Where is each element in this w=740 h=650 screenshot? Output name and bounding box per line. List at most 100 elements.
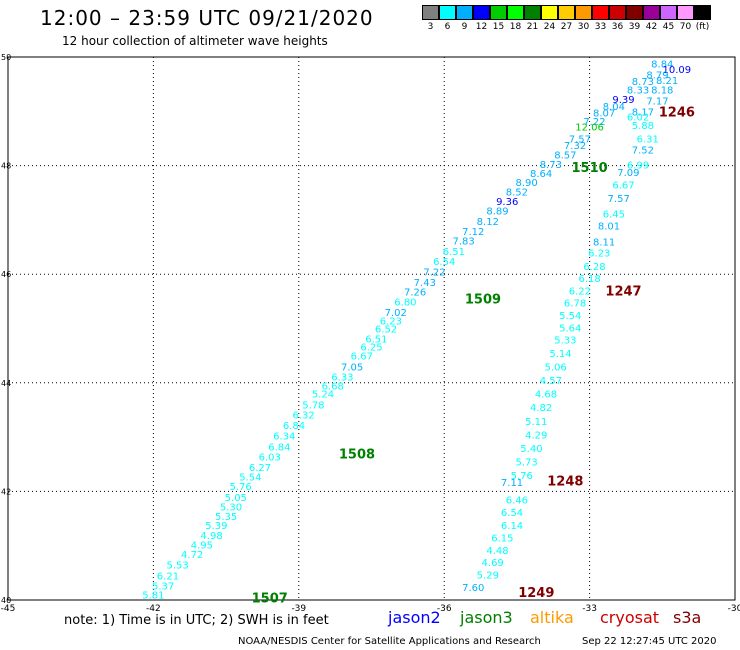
legend-swatch bbox=[694, 5, 711, 20]
legend-swatch bbox=[643, 5, 660, 20]
swh-point: 5.81 bbox=[142, 591, 164, 602]
legend-label: 45 bbox=[662, 22, 675, 32]
y-tick-label: 40 bbox=[1, 596, 11, 605]
x-tick-label: -42 bbox=[146, 604, 161, 614]
pass-number-label: 1246 bbox=[659, 105, 695, 120]
swh-point: 8.73 bbox=[632, 77, 654, 88]
swh-point: 7.09 bbox=[617, 168, 639, 179]
pass-number-label: 1249 bbox=[518, 586, 554, 601]
swh-point: 4.95 bbox=[191, 541, 213, 552]
swh-point: 4.29 bbox=[525, 430, 547, 441]
swh-point: 12.06 bbox=[575, 123, 604, 134]
swh-point: 8.07 bbox=[593, 108, 615, 119]
y-tick-label: 48 bbox=[1, 162, 11, 171]
swh-point: 8.33 bbox=[627, 86, 649, 97]
swh-point: 6.52 bbox=[375, 325, 397, 336]
x-tick-label: -30 bbox=[728, 604, 740, 614]
swh-point: 7.11 bbox=[501, 478, 523, 489]
swh-point: 7.22 bbox=[583, 117, 605, 128]
swh-point: 6.27 bbox=[249, 463, 271, 474]
legend-label: 39 bbox=[628, 22, 641, 32]
swh-point: 6.80 bbox=[394, 297, 416, 308]
legend-label: 9 bbox=[461, 22, 468, 32]
swh-point: 7.83 bbox=[452, 237, 474, 248]
swh-point: 5.73 bbox=[515, 458, 537, 469]
legend-label: 33 bbox=[594, 22, 607, 32]
swh-point: 5.76 bbox=[511, 471, 533, 482]
swh-point: 5.40 bbox=[520, 444, 542, 455]
swh-point: 10.09 bbox=[663, 65, 692, 76]
swh-point: 5.37 bbox=[152, 581, 174, 592]
legend-label: 3 bbox=[427, 22, 434, 32]
swh-point: 4.48 bbox=[486, 546, 508, 557]
swh-point: 8.84 bbox=[651, 60, 673, 71]
legend-jason2: jason2 bbox=[388, 608, 441, 627]
pass-number-label: 1507 bbox=[252, 591, 288, 606]
pass-number-label: 1247 bbox=[605, 284, 641, 299]
x-tick-label: -36 bbox=[437, 604, 452, 614]
legend-swatch bbox=[575, 5, 592, 20]
swh-point: 7.26 bbox=[404, 288, 426, 299]
swh-point: 5.11 bbox=[525, 417, 547, 428]
swh-point: 6.67 bbox=[351, 352, 373, 363]
swh-point: 6.15 bbox=[491, 534, 513, 545]
chart-note: note: 1) Time is in UTC; 2) SWH is in fe… bbox=[64, 613, 329, 628]
swh-point: 5.76 bbox=[230, 482, 252, 493]
legend-cryosat: cryosat bbox=[600, 608, 660, 627]
x-tick-label: -33 bbox=[582, 604, 597, 614]
swh-point: 6.84 bbox=[283, 421, 305, 432]
legend-swatch bbox=[541, 5, 558, 20]
swh-point: 8.89 bbox=[486, 207, 508, 218]
swh-point: 4.98 bbox=[200, 531, 222, 542]
legend-swatch bbox=[660, 5, 677, 20]
swh-point: 8.12 bbox=[477, 217, 499, 228]
swh-point: 6.54 bbox=[433, 257, 455, 268]
swh-point: 7.22 bbox=[423, 267, 445, 278]
swh-point: 8.01 bbox=[598, 221, 620, 232]
swh-point: 7.02 bbox=[385, 308, 407, 319]
swh-point: 6.84 bbox=[268, 442, 290, 453]
swh-point: 5.54 bbox=[559, 311, 581, 322]
swh-point: 6.21 bbox=[157, 572, 179, 583]
swh-point: 8.11 bbox=[593, 238, 615, 249]
swh-point: 5.30 bbox=[220, 503, 242, 514]
pass-number-label: 1248 bbox=[547, 475, 583, 490]
y-tick-label: 46 bbox=[1, 270, 11, 279]
swh-point: 8.64 bbox=[530, 169, 552, 180]
swh-point: 6.14 bbox=[501, 521, 523, 532]
swh-point: 8.90 bbox=[515, 178, 537, 189]
swh-point: 5.78 bbox=[302, 401, 324, 412]
swh-point: 6.51 bbox=[365, 334, 387, 345]
legend-s3a: s3a bbox=[673, 608, 702, 627]
swh-point: 5.39 bbox=[205, 521, 227, 532]
swh-point: 6.45 bbox=[603, 209, 625, 220]
swh-point: 5.53 bbox=[167, 561, 189, 572]
swh-point: 5.54 bbox=[239, 473, 261, 484]
swh-point: 6.34 bbox=[273, 431, 295, 442]
x-tick-label: -45 bbox=[1, 604, 16, 614]
legend-label: 21 bbox=[526, 22, 539, 32]
legend-jason3: jason3 bbox=[460, 608, 513, 627]
swh-point: 8.17 bbox=[632, 107, 654, 118]
swh-point: 8.18 bbox=[651, 86, 673, 97]
swh-point: 9.39 bbox=[612, 95, 634, 106]
swh-point: 4.57 bbox=[540, 376, 562, 387]
swh-point: 7.43 bbox=[414, 278, 436, 289]
legend-swatch bbox=[439, 5, 456, 20]
swh-point: 6.67 bbox=[612, 181, 634, 192]
legend-swatch bbox=[677, 5, 694, 20]
y-tick-label: 42 bbox=[1, 487, 11, 496]
swh-point: 7.17 bbox=[646, 96, 668, 107]
swh-point: 6.02 bbox=[627, 113, 649, 124]
legend-swatch bbox=[626, 5, 643, 20]
legend-swatch bbox=[507, 5, 524, 20]
swh-point: 6.23 bbox=[380, 316, 402, 327]
legend-swatch bbox=[473, 5, 490, 20]
legend-label: (ft) bbox=[695, 22, 710, 32]
swh-point: 8.04 bbox=[603, 102, 625, 113]
swh-point: 6.28 bbox=[583, 262, 605, 273]
swh-point: 6.23 bbox=[588, 248, 610, 259]
swh-point: 6.33 bbox=[331, 372, 353, 383]
legend-label: 42 bbox=[645, 22, 658, 32]
